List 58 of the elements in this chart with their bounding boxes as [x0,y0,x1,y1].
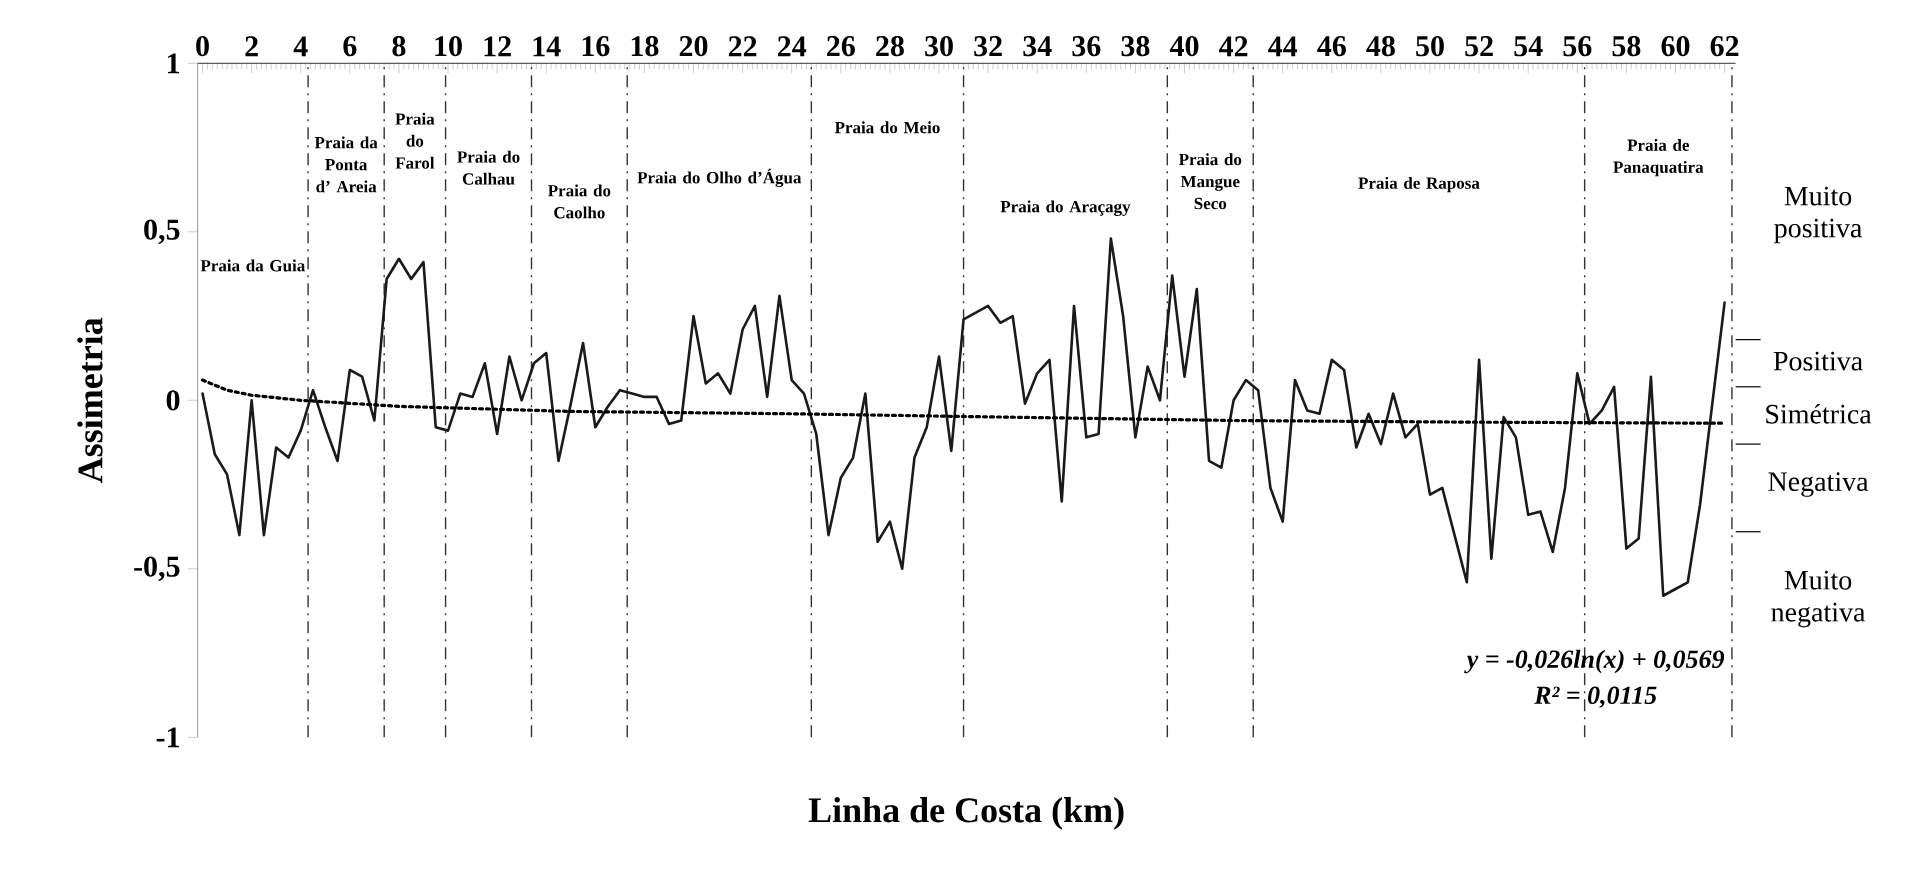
x-tick-label: 20 [679,35,708,57]
x-tick-label: 12 [484,36,511,57]
y-tick-label: 0 [166,390,180,411]
annotation: Praia do Calhau [457,150,520,185]
y-axis-title: Assimetria [77,317,103,483]
x-tick-label: 46 [1317,36,1346,57]
annotation: Praia de Panaquatira [1613,138,1704,177]
x-tick-label: 54 [1514,36,1543,57]
annotation: Praia da Ponta d’ Areia [314,136,378,193]
x-tick-label: 16 [582,36,610,57]
x-tick-label: 30 [925,35,953,57]
text: Simétrica [1766,403,1872,424]
annotation: Praia do Olho d’Água [637,168,802,188]
y-tick-label: -1 [156,727,180,748]
x-tick-label: 36 [1072,36,1101,57]
text: Negativa [1768,472,1869,497]
y-tick-label: 0,5 [144,219,180,245]
x-tick-label: 56 [1563,36,1592,57]
x-tick-label: 2 [245,36,258,57]
annotation: Praia do Mangue Seco [1178,153,1242,210]
x-tick-label: 50 [1416,35,1444,57]
annotation: Praia do Farol [395,112,435,169]
x-tick-label: 8 [392,35,406,57]
annotation: Praia de Raposa [1358,176,1480,193]
annotation: y = -0,026ln(x) + 0,0569 [1464,649,1725,674]
text: Muito negativa [1771,570,1866,628]
x-tick-label: 58 [1612,35,1641,57]
x-tick-label: 26 [827,36,855,57]
line-series [201,237,1726,598]
x-tick-label: 18 [631,35,659,57]
x-tick-label: 10 [435,35,462,57]
x-tick-label: 4 [293,36,308,57]
y-tick-label: 1 [167,53,180,74]
x-tick-label: 24 [777,36,807,57]
x-tick-label: 62 [1710,36,1739,57]
x-tick-label: 38 [1121,35,1150,57]
annotation: Praia do Araçagy [1000,200,1131,216]
x-tick-label: 6 [343,36,357,57]
x-tick-label: 52 [1465,36,1493,57]
x-tick-label: 60 [1661,35,1690,57]
x-tick-label: 48 [1366,35,1395,57]
x-tick-label: 22 [728,36,757,57]
x-tick-label: 44 [1268,36,1298,57]
text: Muito positiva [1774,186,1862,244]
x-axis-title: Linha de Costa (km) [808,797,1124,830]
annotation: Praia da Guia [200,259,306,272]
text: Positiva [1773,351,1863,371]
annotation: Praia do Caolho [548,184,611,219]
x-tick-label: 42 [1219,36,1248,57]
x-tick-label: 40 [1169,35,1199,57]
x-tick-label: 34 [1023,36,1052,57]
y-tick-label: -0,5 [134,556,180,582]
annotation: R² = 0,0115 [1534,686,1657,708]
x-tick-label: 0 [196,35,209,57]
x-tick-label: 32 [974,36,1002,57]
x-tick-label: 28 [876,35,904,57]
x-tick-label: 14 [533,36,561,57]
annotation: Praia do Meio [834,121,940,134]
